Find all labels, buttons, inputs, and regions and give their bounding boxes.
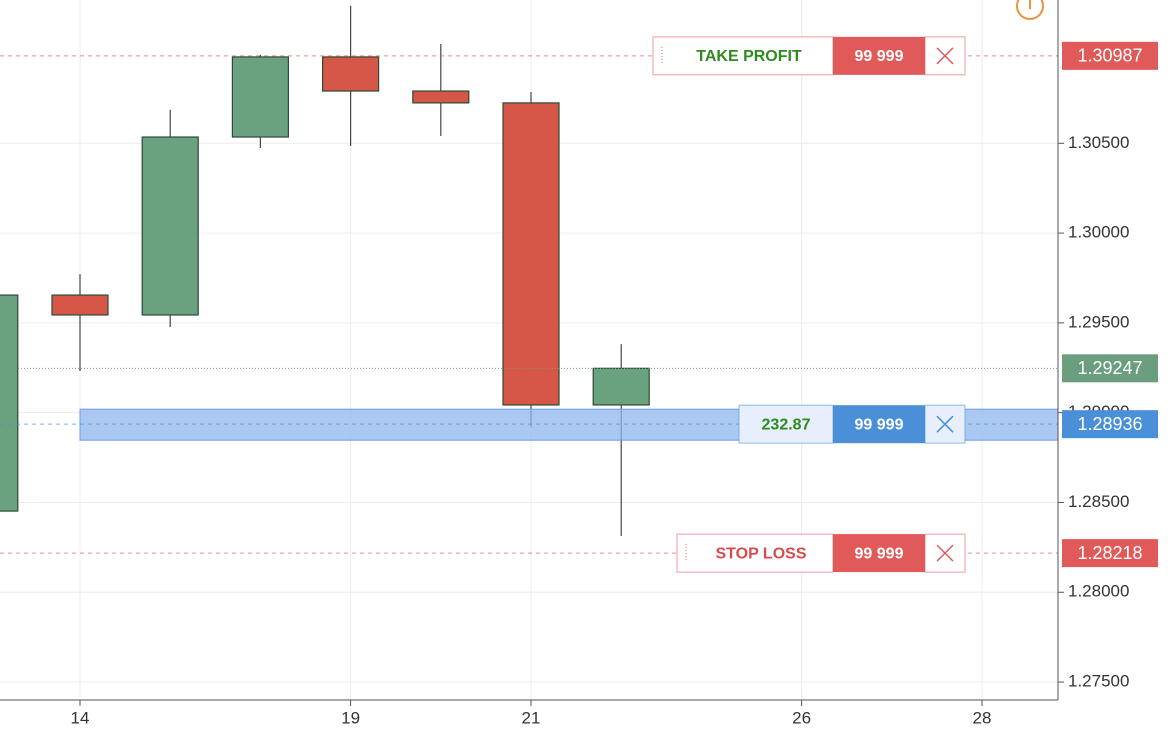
- y-tick-label: 1.29500: [1068, 312, 1129, 331]
- close-icon: [936, 544, 954, 562]
- order-quantity: 99 999: [855, 48, 904, 65]
- candle-body: [51, 294, 109, 316]
- last-price-tag: [1062, 354, 1158, 383]
- order-box: TAKE PROFIT 99 999: [652, 36, 966, 76]
- order-quantity: 99 999: [855, 545, 904, 562]
- order-label: STOP LOSS: [716, 545, 807, 562]
- order-label-box: [738, 404, 834, 444]
- y-tick-label: 1.30500: [1068, 133, 1129, 152]
- x-tick-label: 19: [341, 708, 360, 727]
- y-tick-label: 1.30000: [1068, 223, 1129, 242]
- x-tick-label: 28: [973, 708, 992, 727]
- order-quantity-box: [833, 534, 925, 573]
- y-tick-label: 1.28500: [1068, 492, 1129, 511]
- x-tick-label: 21: [522, 708, 541, 727]
- price-tag: [1062, 41, 1158, 70]
- order-box: STOP LOSS 99 999: [676, 533, 966, 573]
- x-tick-label: 26: [792, 708, 811, 727]
- warning-icon[interactable]: [1016, 0, 1044, 20]
- candle-body: [0, 294, 19, 512]
- y-tick-label: 1.28000: [1068, 582, 1129, 601]
- candle-body: [322, 56, 380, 92]
- price-tag-text: 1.28218: [1077, 543, 1142, 563]
- last-price-tag-text: 1.29247: [1077, 358, 1142, 378]
- y-tick-label: 1.27500: [1068, 672, 1129, 691]
- order-quantity-box: [833, 405, 925, 444]
- candle-body: [502, 102, 560, 406]
- close-icon: [936, 47, 954, 65]
- order-label-box: [652, 36, 834, 76]
- close-icon: [936, 415, 954, 433]
- price-tag-text: 1.28936: [1077, 414, 1142, 434]
- candle-body: [231, 56, 289, 138]
- plot-layer: [0, 0, 1059, 700]
- candle-body: [141, 136, 199, 316]
- price-tag: [1062, 410, 1158, 439]
- order-label-box: [676, 533, 834, 573]
- order-quantity: 99 999: [855, 416, 904, 433]
- order-box: 232.87 99 999: [738, 404, 966, 444]
- order-label: 232.87: [762, 416, 811, 433]
- order-label: TAKE PROFIT: [696, 48, 802, 65]
- order-quantity-box: [833, 36, 925, 75]
- candle-body: [592, 367, 650, 406]
- price-tag: [1062, 539, 1158, 568]
- candle-body: [412, 90, 470, 104]
- x-tick-label: 14: [71, 708, 90, 727]
- price-tag-text: 1.30987: [1077, 46, 1142, 66]
